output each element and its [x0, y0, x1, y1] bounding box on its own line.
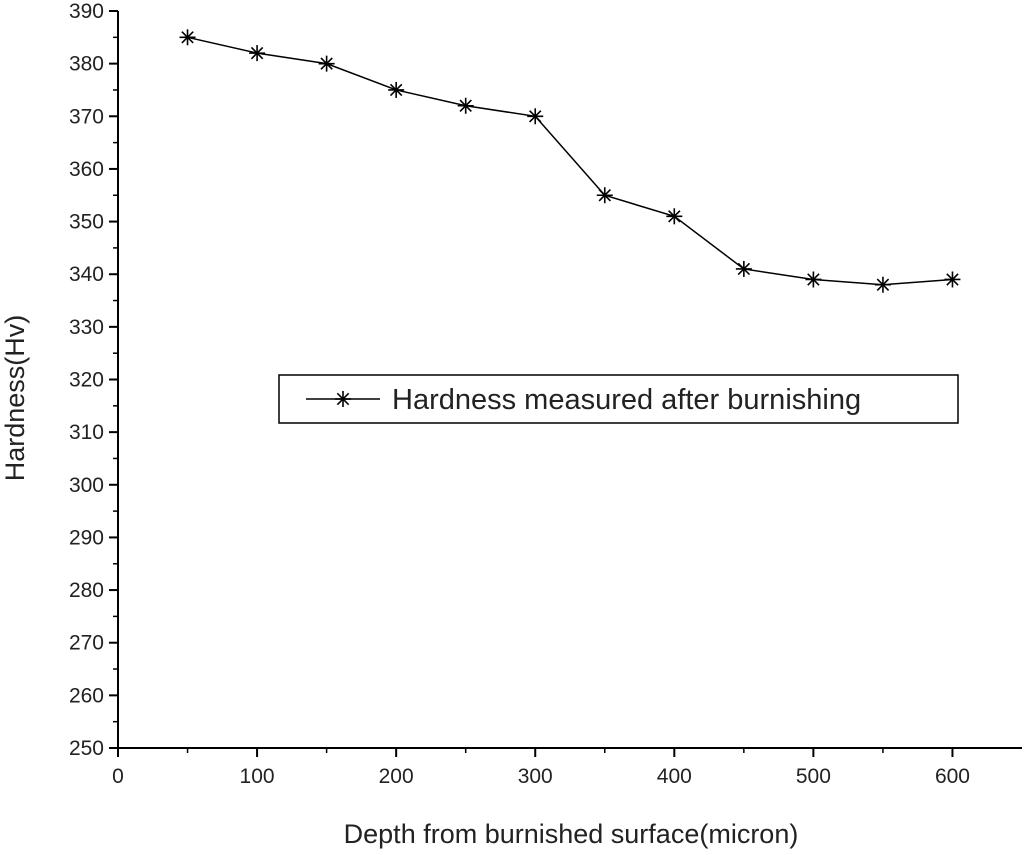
data-point-marker [388, 81, 405, 98]
y-tick-label: 290 [69, 526, 104, 549]
y-tick-label: 390 [69, 0, 104, 23]
y-axis-title: Hardness(Hv) [0, 315, 30, 482]
x-tick-label: 500 [796, 765, 831, 788]
data-point-marker [944, 271, 961, 288]
y-tick-label: 270 [69, 632, 104, 655]
y-tick-label: 300 [69, 474, 104, 497]
data-point-marker [805, 271, 822, 288]
y-tick-label: 280 [69, 579, 104, 602]
x-tick-label: 600 [935, 765, 970, 788]
data-point-marker [874, 276, 891, 293]
legend: Hardness measured after burnishing [278, 374, 959, 424]
x-tick-label: 200 [379, 765, 414, 788]
data-point-marker [457, 97, 474, 114]
x-tick-label: 0 [112, 765, 124, 788]
x-axis-title: Depth from burnished surface(micron) [344, 819, 799, 849]
data-point-marker [596, 187, 613, 204]
data-point-marker [318, 55, 335, 72]
y-tick-label: 380 [69, 53, 104, 76]
legend-label: Hardness measured after burnishing [392, 384, 861, 416]
y-tick-label: 330 [69, 316, 104, 339]
legend-marker-icon [335, 391, 351, 407]
y-axis-ticks: 250 260 270 280 290 300 310 320 330 340 350 360 370 3… [69, 0, 118, 760]
data-point-marker [735, 260, 752, 277]
x-tick-label: 300 [518, 765, 553, 788]
y-tick-label: 350 [69, 211, 104, 234]
y-tick-label: 310 [69, 421, 104, 444]
data-point-marker [527, 108, 544, 125]
y-tick-label: 360 [69, 158, 104, 181]
data-point-marker [179, 29, 196, 46]
data-point-marker [666, 208, 683, 225]
data-point-marker [249, 45, 266, 62]
legend-asterisk [335, 391, 351, 407]
y-tick-label: 250 [69, 737, 104, 760]
series-group [179, 29, 961, 293]
y-tick-label: 260 [69, 684, 104, 707]
x-tick-label: 400 [657, 765, 692, 788]
legend-box [278, 374, 959, 424]
y-tick-label: 320 [69, 369, 104, 392]
series-line [187, 36, 953, 286]
x-axis-ticks: 0 100 200 300 400 500 600 [112, 748, 970, 788]
y-tick-label: 370 [69, 105, 104, 128]
y-tick-label: 340 [69, 263, 104, 286]
x-tick-label: 100 [240, 765, 275, 788]
